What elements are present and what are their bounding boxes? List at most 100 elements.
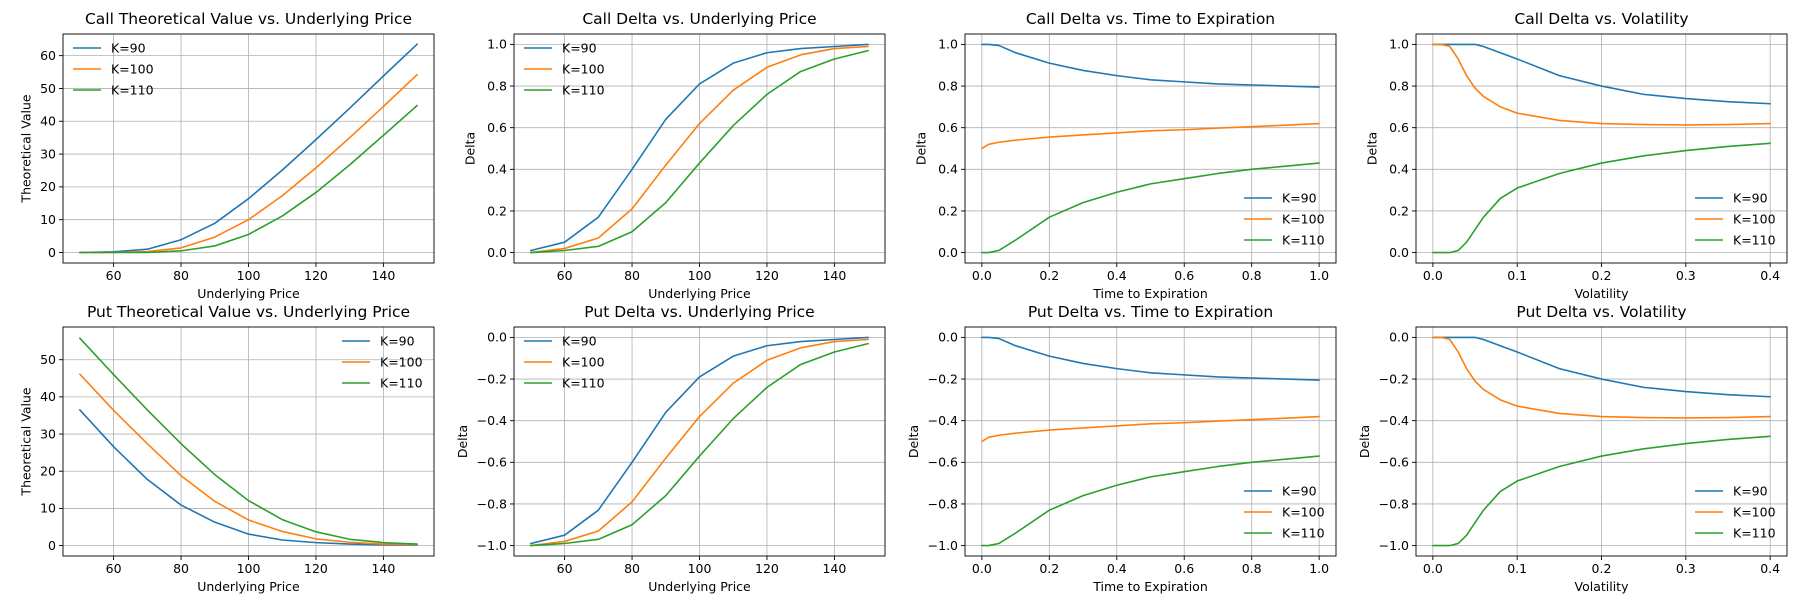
y-tick-label: 1.0 (938, 37, 958, 52)
y-axis-label: Delta (913, 132, 928, 165)
legend: K=90 K=100 K=110 (73, 41, 154, 98)
legend: K=90 K=100 K=110 (1695, 191, 1776, 248)
y-tick-label: 0.8 (938, 78, 958, 93)
series-line-k-110 (981, 162, 1320, 254)
series-line-k-100 (79, 373, 418, 546)
y-tick-label: 30 (40, 426, 56, 441)
y-tick-label: 0.6 (938, 120, 958, 135)
legend-label: K=110 (1282, 233, 1325, 248)
plot-area (965, 34, 1336, 263)
legend-label: K=110 (562, 376, 605, 391)
x-tick-label: 100 (688, 268, 712, 283)
y-tick-label: −0.6 (1379, 455, 1409, 470)
legend-label: K=90 (1282, 191, 1317, 206)
x-tick-label: 0.2 (1039, 268, 1059, 283)
x-axis-label: Underlying Price (648, 579, 751, 594)
legend-label: K=110 (111, 83, 154, 98)
chart-title: Call Delta vs. Underlying Price (582, 10, 816, 28)
series-line-k-90 (79, 43, 418, 254)
legend: K=90 K=100 K=110 (1695, 484, 1776, 541)
series-line-k-110 (981, 455, 1320, 547)
x-tick-label: 120 (755, 561, 779, 576)
chart-title: Put Theoretical Value vs. Underlying Pri… (87, 303, 410, 321)
y-tick-label: 0.6 (487, 120, 507, 135)
y-tick-label: 0.6 (1389, 120, 1409, 135)
y-tick-label: −1.0 (1379, 538, 1409, 553)
chart-panel: 0.0 0.1 0.2 0.3 0.4 0.0 −0.2 −0.4 −0.6 −0.8 −1.0 Pu… (1357, 303, 1788, 594)
x-tick-label: 60 (106, 561, 122, 576)
y-tick-label: −0.2 (928, 371, 958, 386)
x-tick-label: 0.2 (1592, 268, 1612, 283)
x-tick-label: 0.6 (1174, 268, 1194, 283)
y-tick-label: 30 (40, 146, 56, 161)
y-tick-label: −1.0 (928, 538, 958, 553)
x-tick-label: 140 (822, 268, 846, 283)
x-tick-label: 100 (237, 268, 261, 283)
chart-panel: 0.0 0.1 0.2 0.3 0.4 0.0 0.2 0.4 0.6 0.8 1.0 Call De… (1364, 10, 1788, 301)
y-axis-label: Delta (462, 132, 477, 165)
x-tick-label: 140 (371, 561, 395, 576)
y-axis-label: Theoretical Value (19, 94, 34, 203)
y-axis-label: Delta (1364, 132, 1379, 165)
x-tick-label: 0.4 (1760, 268, 1780, 283)
x-tick-label: 0.8 (1242, 561, 1262, 576)
y-tick-label: 0.0 (938, 330, 958, 345)
series-line-k-90 (79, 409, 418, 546)
series-line-k-90 (981, 43, 1320, 88)
series-line-k-100 (981, 122, 1320, 150)
series-line-k-100 (1432, 336, 1771, 419)
y-tick-label: −0.2 (477, 371, 507, 386)
legend-label: K=90 (1733, 484, 1768, 499)
chart-panel: 0.0 0.2 0.4 0.6 0.8 1.0 0.0 −0.2 −0.4 −0.6 −0.8 −1.… (906, 303, 1337, 594)
chart-panel: 60 80 100 120 140 0 10 20 30 40 50 Put Theoretical … (19, 303, 435, 594)
legend-label: K=100 (1282, 212, 1325, 227)
x-tick-label: 1.0 (1309, 268, 1329, 283)
legend: K=90 K=100 K=110 (524, 41, 605, 98)
y-tick-label: 0.2 (1389, 203, 1409, 218)
x-tick-label: 140 (822, 561, 846, 576)
chart-title: Put Delta vs. Volatility (1516, 303, 1686, 321)
x-tick-label: 0.6 (1174, 561, 1194, 576)
y-tick-label: 40 (40, 114, 56, 129)
x-tick-label: 100 (688, 561, 712, 576)
legend-label: K=90 (562, 334, 597, 349)
series-line-k-90 (530, 43, 869, 252)
x-axis-label: Time to Expiration (1092, 579, 1208, 594)
x-tick-label: 0.0 (1423, 268, 1443, 283)
series-line-k-100 (981, 415, 1320, 443)
legend-label: K=100 (1733, 505, 1776, 520)
chart-title: Call Delta vs. Time to Expiration (1026, 10, 1275, 28)
x-tick-label: 0.1 (1507, 561, 1527, 576)
y-tick-label: 10 (40, 212, 56, 227)
legend: K=90 K=100 K=110 (342, 334, 423, 391)
y-tick-label: −0.8 (477, 496, 507, 511)
y-tick-label: −0.2 (1379, 371, 1409, 386)
y-tick-label: 0.4 (1389, 162, 1409, 177)
plot-area (965, 327, 1336, 556)
axes-frame (964, 326, 1337, 557)
x-tick-label: 120 (304, 268, 328, 283)
y-tick-label: −0.4 (1379, 413, 1409, 428)
x-axis-label: Underlying Price (197, 286, 300, 301)
series-line-k-110 (79, 337, 418, 545)
x-tick-label: 0.4 (1107, 561, 1127, 576)
x-tick-label: 0.0 (1423, 561, 1443, 576)
y-tick-label: 0.8 (1389, 78, 1409, 93)
legend-label: K=110 (380, 376, 423, 391)
x-tick-label: 0.0 (972, 268, 992, 283)
y-axis-label: Delta (1357, 425, 1372, 458)
y-tick-label: −0.8 (1379, 496, 1409, 511)
x-tick-label: 0.8 (1242, 268, 1262, 283)
chart-title: Put Delta vs. Underlying Price (584, 303, 814, 321)
series-line-k-110 (530, 342, 869, 547)
x-axis-label: Underlying Price (648, 286, 751, 301)
legend-label: K=110 (1733, 526, 1776, 541)
y-tick-label: 0.0 (938, 245, 958, 260)
series-line-k-110 (1432, 435, 1771, 547)
y-tick-label: 0 (48, 245, 56, 260)
y-tick-label: 0.4 (487, 162, 507, 177)
series-line-k-110 (1432, 142, 1771, 254)
y-tick-label: −0.6 (928, 455, 958, 470)
series-line-k-110 (79, 104, 418, 254)
